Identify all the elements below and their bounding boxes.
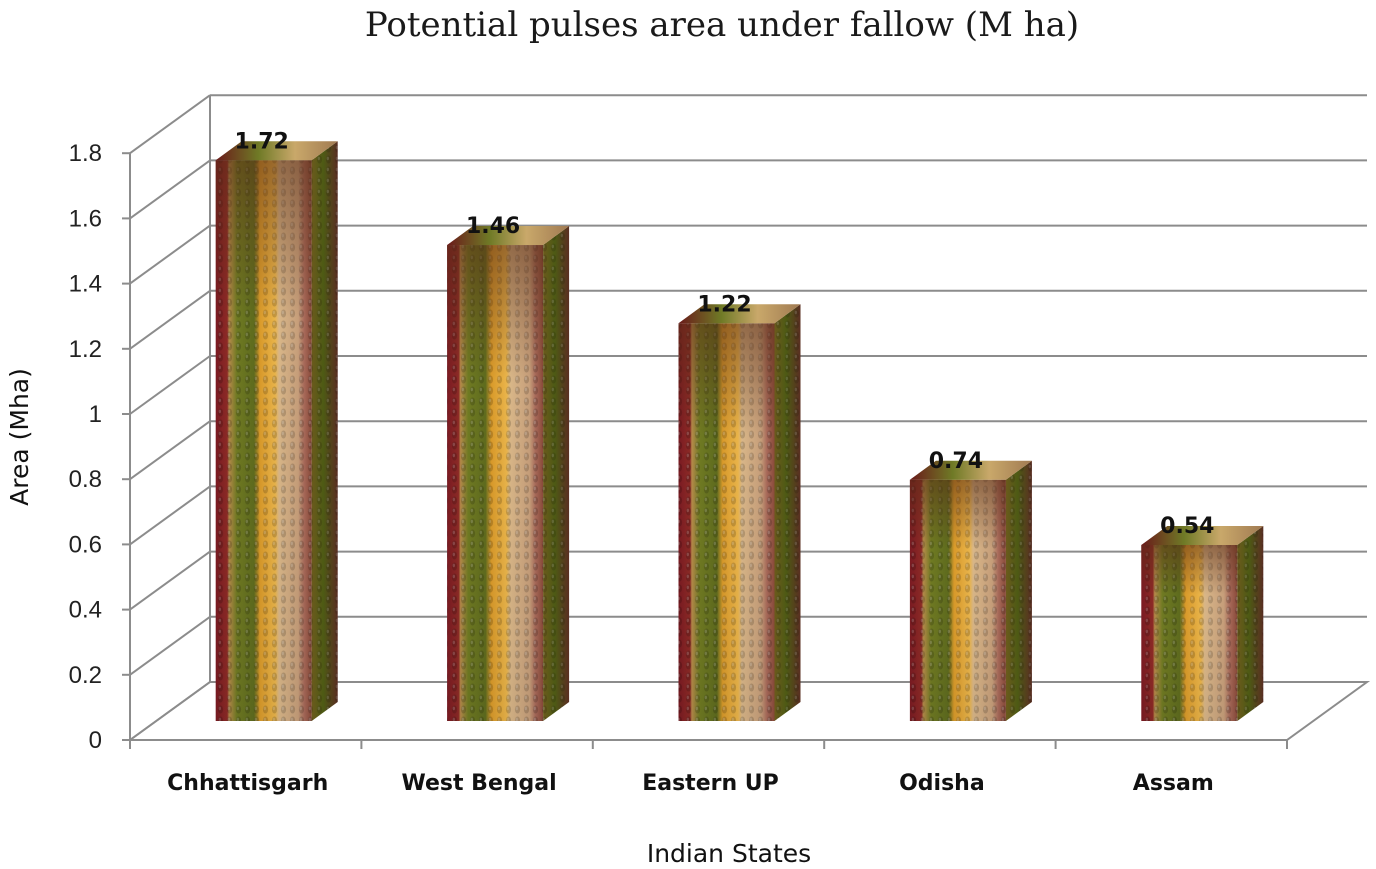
bar-top-face <box>1141 525 1264 545</box>
bar-2: 1.46 <box>447 214 570 722</box>
y-tick-label: 1.6 <box>69 205 102 232</box>
gridline-side <box>129 485 211 546</box>
x-tick-label: Assam <box>1133 771 1214 796</box>
bar-side-texture <box>774 304 801 721</box>
gridline-side <box>129 550 211 611</box>
bar-side-texture <box>543 226 570 722</box>
gridline-side <box>129 159 211 220</box>
y-tick-label: 0.8 <box>69 466 102 493</box>
bar-5: 0.54 <box>1141 514 1264 721</box>
gridline-side <box>129 224 211 285</box>
x-axis-ticks: Chhattisgarh West Bengal Eastern UP Odisha A… <box>167 771 1214 796</box>
bar-front-shade <box>215 160 312 721</box>
bar-3: 1.22 <box>678 292 801 721</box>
y-tick-label: 0.4 <box>69 597 102 624</box>
gridline-side <box>129 420 211 481</box>
y-axis-title: Area (Mha) <box>5 368 34 506</box>
gridline-side <box>129 355 211 415</box>
x-axis-title: Indian States <box>647 839 811 868</box>
y-tick-label: 1.2 <box>69 336 102 363</box>
chart-title: Potential pulses area under fallow (M ha… <box>365 5 1079 45</box>
x-tick-label: West Bengal <box>402 771 557 796</box>
bar-top-face <box>909 460 1032 480</box>
data-label: 1.72 <box>235 129 289 154</box>
bar-top-face <box>447 226 570 246</box>
y-tick-label: 1 <box>89 401 102 428</box>
data-label: 1.46 <box>466 214 520 239</box>
y-tick-label: 1.8 <box>69 140 102 167</box>
bar-4: 0.74 <box>909 449 1032 721</box>
x-tick-label: Chhattisgarh <box>167 771 328 796</box>
x-tick-label: Odisha <box>899 771 985 796</box>
bar-side-texture <box>1005 460 1032 721</box>
data-label: 0.54 <box>1160 514 1214 539</box>
data-label: 1.22 <box>697 292 751 317</box>
bar-front-shade <box>909 479 1006 721</box>
gridline-side <box>129 94 211 155</box>
bar-front-shade <box>1141 544 1238 721</box>
bar-front-shade <box>678 323 775 721</box>
gridline-side <box>129 681 211 741</box>
gridline-side <box>129 289 211 350</box>
bars: 1.72 1.46 1.22 0.74 0.54 <box>215 129 1264 722</box>
bar-top-face <box>215 141 338 161</box>
y-tick-label: 0.6 <box>69 531 102 558</box>
y-tick-label: 0 <box>89 727 102 754</box>
x-tick-label: Eastern UP <box>642 771 779 796</box>
y-tick-label: 1.4 <box>69 271 102 298</box>
y-tick-label: 0.2 <box>69 662 102 689</box>
data-label: 0.74 <box>929 449 983 474</box>
gridline-side <box>129 615 211 676</box>
bar-side-texture <box>311 141 338 721</box>
bar-1: 1.72 <box>215 129 338 721</box>
bar-front-shade <box>447 245 544 722</box>
bar-side-texture <box>1237 525 1264 721</box>
bar-top-face <box>678 304 801 324</box>
y-axis-ticks: 0 0.2 0.4 0.6 0.8 1 1.2 1.4 1.6 1.8 <box>69 140 102 754</box>
